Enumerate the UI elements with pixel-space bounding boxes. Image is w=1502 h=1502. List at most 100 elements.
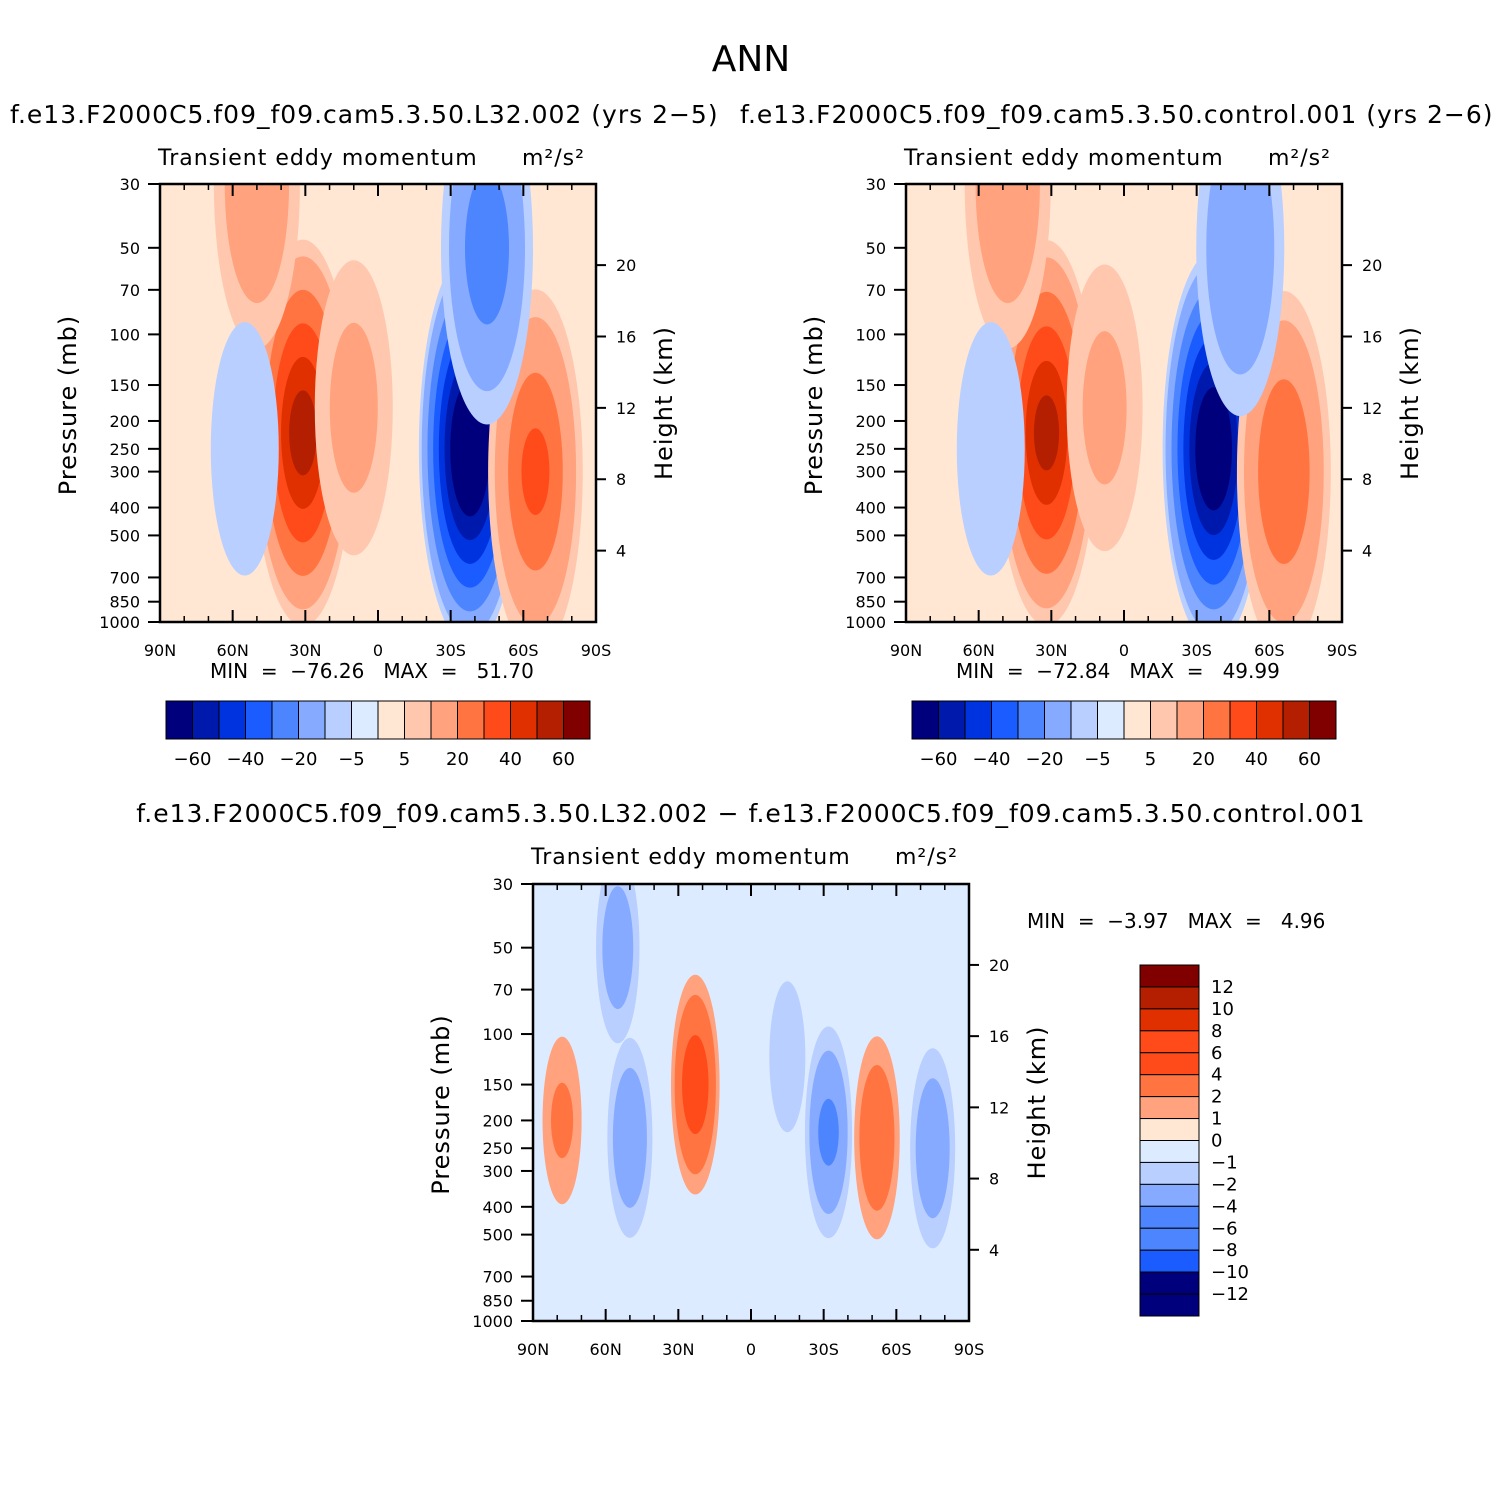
colorbar-label: −2 [1211, 1174, 1238, 1195]
y2-tick-label: 8 [989, 1170, 999, 1189]
colorbar-cell [483, 700, 511, 740]
contour-level [1082, 331, 1127, 485]
y-tick-label: 70 [120, 281, 140, 300]
colorbar-cell [1139, 1008, 1200, 1032]
contour-level [465, 184, 509, 325]
colorbar-cell [1176, 700, 1204, 740]
y-tick-label: 500 [482, 1226, 513, 1245]
panel-1: f.e13.F2000C5.f09_f09.cam5.3.50.L32.002 … [10, 100, 719, 770]
units-label: m²/s² [522, 146, 585, 171]
x-tick-label: 60N [217, 641, 249, 660]
colorbar-cell [165, 700, 193, 740]
x-tick-label: 60S [881, 1340, 912, 1359]
contour-level [956, 322, 1025, 576]
x-tick-label: 30S [1181, 641, 1212, 660]
x-tick-label: 30N [1035, 641, 1067, 660]
colorbar-cell [192, 700, 220, 740]
colorbar-label: 60 [1298, 749, 1321, 770]
panel-title: f.e13.F2000C5.f09_f09.cam5.3.50.control.… [740, 100, 1494, 129]
contour-level [602, 886, 634, 1010]
y2-tick-label: 20 [989, 956, 1009, 975]
colorbar-cell [298, 700, 326, 740]
x-tick-label: 0 [746, 1340, 756, 1359]
y2-tick-label: 12 [616, 399, 636, 418]
colorbar-cell [271, 700, 299, 740]
colorbar-cell [1309, 700, 1337, 740]
colorbar-cell [938, 700, 966, 740]
colorbar-label: −10 [1211, 1262, 1249, 1283]
y2-tick-label: 20 [616, 256, 636, 275]
contour-level [1206, 184, 1275, 375]
colorbar-label: 5 [1145, 749, 1156, 770]
colorbar-label: 12 [1211, 977, 1234, 998]
colorbar-cell [1256, 700, 1284, 740]
contour-field [533, 884, 969, 1321]
colorbar-label: 40 [1245, 749, 1268, 770]
contour-level [1033, 395, 1060, 471]
x-tick-label: 90S [1327, 641, 1358, 660]
contour-level [915, 1078, 950, 1219]
y-tick-label: 200 [482, 1111, 513, 1130]
contour-field [906, 184, 1342, 622]
y-tick-label: 850 [482, 1292, 513, 1311]
colorbar-cell [1139, 1096, 1200, 1120]
contour-level [612, 1067, 647, 1208]
colorbar-cell [911, 700, 939, 740]
y2-tick-label: 12 [989, 1098, 1009, 1117]
colorbar-cell [1139, 1161, 1200, 1185]
x-tick-label: 90N [890, 641, 922, 660]
contour-level [859, 1064, 895, 1211]
y-tick-label: 700 [855, 568, 886, 587]
y-tick-label: 200 [855, 412, 886, 431]
colorbar-label: 8 [1211, 1021, 1222, 1042]
y2-tick-label: 16 [1362, 327, 1382, 346]
colorbar-label: −20 [280, 749, 318, 770]
x-tick-label: 60S [508, 641, 539, 660]
contour-level [1201, 412, 1227, 486]
colorbar-cell [563, 700, 591, 740]
colorbar-label: −60 [174, 749, 212, 770]
y2-tick-label: 4 [1362, 542, 1372, 561]
y-tick-label: 100 [109, 325, 140, 344]
colorbar-cell [1139, 1205, 1200, 1229]
y2-tick-label: 8 [616, 470, 626, 489]
colorbar-label: −5 [338, 749, 365, 770]
colorbar-cell [1139, 986, 1200, 1010]
colorbar-cell [964, 700, 992, 740]
x-tick-label: 60S [1254, 641, 1285, 660]
x-tick-label: 30S [435, 641, 466, 660]
x-tick-label: 60N [963, 641, 995, 660]
units-label: m²/s² [1268, 146, 1331, 171]
y-tick-label: 700 [109, 568, 140, 587]
x-tick-label: 30N [662, 1340, 694, 1359]
y-tick-label: 250 [482, 1139, 513, 1158]
colorbar-label: −12 [1211, 1284, 1249, 1305]
colorbar-cell [1139, 1249, 1200, 1273]
colorbar-label: 6 [1211, 1043, 1222, 1064]
y-tick-label: 500 [855, 526, 886, 545]
panel-subtitle: Transient eddy momentum [530, 845, 851, 870]
panel-subtitle: Transient eddy momentum [903, 146, 1224, 171]
contour-level [550, 1082, 574, 1159]
colorbar-label: −60 [920, 749, 958, 770]
y-axis-label: Pressure (mb) [800, 315, 828, 495]
stats-text: MIN = −72.84 MAX = 49.99 [956, 659, 1280, 683]
panel-title: f.e13.F2000C5.f09_f09.cam5.3.50.L32.002 … [136, 799, 1365, 828]
colorbar-cell [1139, 964, 1200, 988]
stats-text: MIN = −76.26 MAX = 51.70 [210, 659, 534, 683]
colorbar-cell [1097, 700, 1125, 740]
x-tick-label: 90N [517, 1340, 549, 1359]
y-axis-label: Pressure (mb) [54, 315, 82, 495]
colorbar-cell [457, 700, 485, 740]
colorbar-cell [1044, 700, 1072, 740]
colorbar-label: −1 [1211, 1152, 1238, 1173]
contour-level [1258, 379, 1310, 564]
y2-tick-label: 16 [616, 327, 636, 346]
panel-title: f.e13.F2000C5.f09_f09.cam5.3.50.L32.002 … [10, 100, 719, 129]
colorbar-label: 2 [1211, 1087, 1222, 1108]
colorbar-cell [218, 700, 246, 740]
x-tick-label: 90N [144, 641, 176, 660]
colorbar-cell [324, 700, 352, 740]
y-axis-label: Pressure (mb) [427, 1014, 455, 1194]
